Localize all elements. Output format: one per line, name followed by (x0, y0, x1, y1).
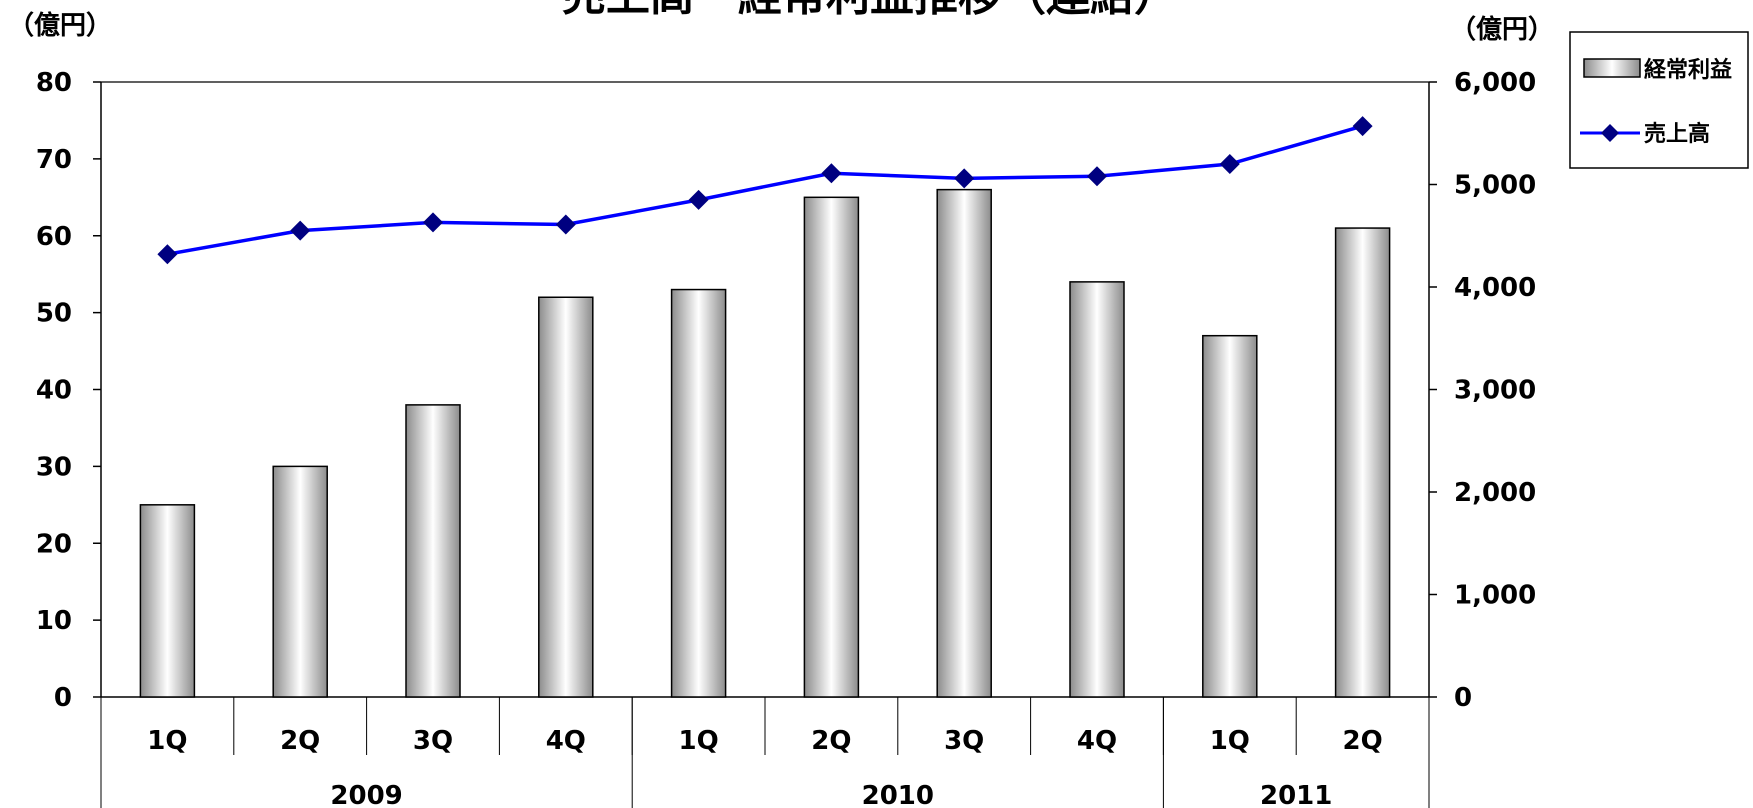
bar (1202, 334, 1258, 698)
left-tick-label: 30 (36, 452, 72, 482)
x-tick-label: 2Q (1342, 726, 1382, 756)
bar (936, 188, 992, 698)
left-tick-label: 80 (36, 68, 72, 98)
left-tick-label: 0 (54, 683, 72, 713)
sales-line (167, 124, 1364, 256)
chart-title: 売上高・経常利益推移（連結） (562, 0, 1178, 21)
x-tick-label: 1Q (678, 726, 718, 756)
right-tick-label: 2,000 (1454, 478, 1536, 508)
bar (1334, 227, 1391, 698)
legend-bar-swatch (1583, 58, 1641, 78)
sales-marker (1219, 154, 1240, 174)
sales-marker (1087, 166, 1107, 187)
right-tick-label: 0 (1454, 683, 1472, 713)
legend-bar-label: 経常利益 (1644, 57, 1732, 83)
sales-marker (555, 214, 576, 235)
right-axis-unit: （億円） (1450, 15, 1554, 45)
bar (139, 504, 196, 698)
right-tick-label: 5,000 (1454, 171, 1536, 201)
sales-marker (290, 220, 311, 241)
legend: 経常利益 売上高 (1569, 31, 1749, 169)
right-tick-label: 1,000 (1454, 581, 1536, 611)
bar (670, 288, 727, 698)
x-tick-label: 1Q (147, 726, 187, 756)
bar (272, 465, 328, 698)
x-tick-label: 3Q (944, 726, 984, 756)
right-tick-label: 3,000 (1454, 376, 1536, 406)
sales-marker (423, 212, 443, 233)
year-label: 2009 (330, 781, 402, 808)
sales-marker (157, 244, 178, 265)
bar (1069, 281, 1125, 698)
plot-area: 0 10 20 30 40 50 60 70 80 0 1,000 2,000 3,000 4,000 5,… (36, 68, 1536, 808)
legend-marker-icon (1601, 124, 1619, 142)
x-tick-label: 4Q (546, 726, 586, 756)
x-tick-label: 1Q (1210, 726, 1250, 756)
bar (538, 296, 594, 698)
left-axis-unit: （億円） (8, 11, 112, 41)
legend-box (1569, 31, 1749, 169)
legend-line-label: 売上高 (1644, 121, 1710, 147)
left-tick-label: 70 (36, 145, 72, 175)
bar (405, 404, 461, 698)
right-tick-label: 4,000 (1454, 273, 1536, 303)
sales-marker (1352, 116, 1373, 137)
sales-marker (821, 163, 842, 184)
x-tick-label: 2Q (280, 726, 320, 756)
left-tick-label: 50 (36, 299, 72, 329)
right-tick-label: 6,000 (1454, 68, 1536, 98)
left-tick-label: 20 (36, 529, 72, 559)
x-tick-label: 2Q (811, 726, 851, 756)
x-tick-label: 3Q (413, 726, 453, 756)
bar (803, 196, 860, 698)
left-tick-label: 60 (36, 222, 72, 252)
sales-marker (954, 168, 975, 189)
left-tick-label: 10 (36, 606, 72, 636)
year-label: 2011 (1260, 781, 1332, 808)
x-tick-label: 4Q (1077, 726, 1117, 756)
sales-marker (688, 189, 709, 210)
left-tick-label: 40 (36, 376, 72, 406)
year-label: 2010 (862, 781, 934, 808)
